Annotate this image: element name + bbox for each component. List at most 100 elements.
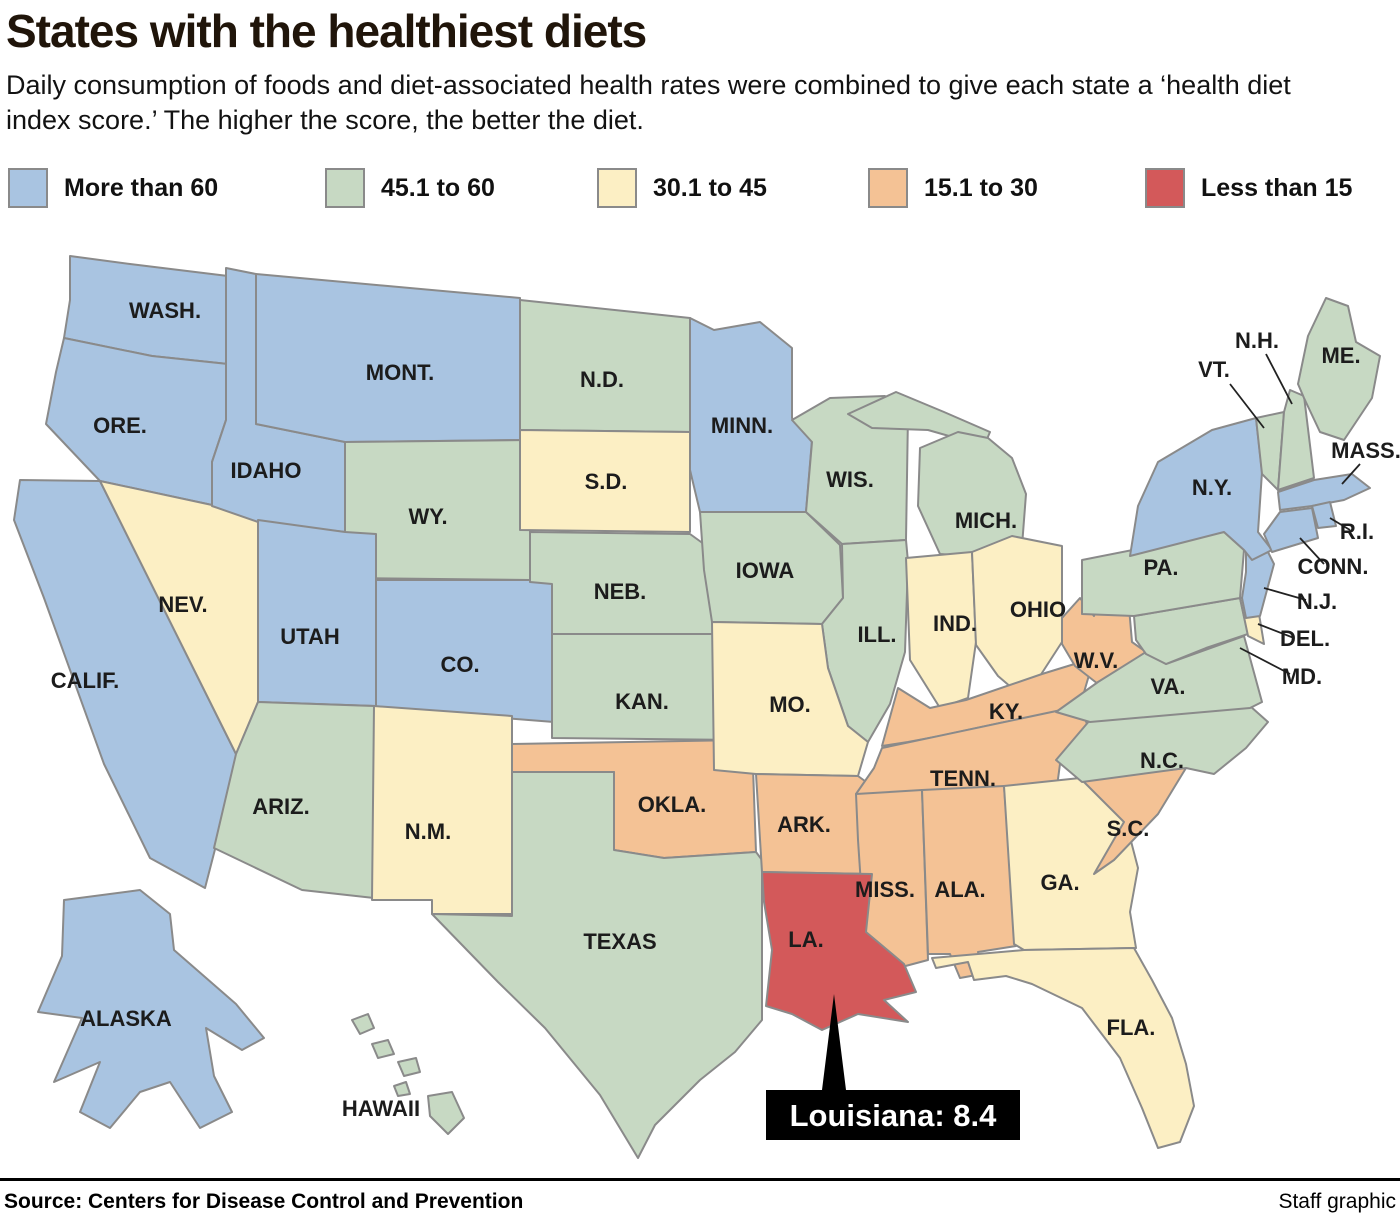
state-label-kansas: KAN. (615, 689, 669, 714)
state-shape-new-jersey (1241, 547, 1275, 619)
state-label-maryland: MD. (1282, 664, 1322, 689)
state-shape-north-dakota (519, 299, 691, 433)
legend-swatch (325, 168, 365, 208)
state-shape-utah (257, 519, 377, 707)
footer: Source: Centers for Disease Control and … (4, 1190, 1396, 1214)
state-shape-missouri (711, 621, 869, 777)
state-label-south-carolina: S.C. (1107, 816, 1150, 841)
state-shape-new-hampshire (1277, 389, 1315, 491)
legend-swatch (1145, 168, 1185, 208)
state-label-idaho: IDAHO (231, 458, 302, 483)
state-shapes (13, 255, 1381, 1159)
state-label-nevada: NEV. (158, 592, 207, 617)
state-label-georgia: GA. (1040, 870, 1079, 895)
state-label-michigan: MICH. (955, 508, 1017, 533)
state-shape-hawaii-island-4 (393, 1081, 411, 1097)
state-shape-michigan-lower (917, 431, 1027, 559)
legend-item-more-than-60: More than 60 (8, 168, 218, 208)
state-label-colorado: CO. (440, 652, 479, 677)
state-shape-massachusetts (1277, 473, 1371, 511)
state-label-arizona: ARIZ. (252, 794, 309, 819)
state-label-new-jersey: N.J. (1297, 589, 1337, 614)
state-label-connecticut: CONN. (1298, 554, 1369, 579)
state-label-north-dakota: N.D. (580, 367, 624, 392)
state-label-vermont: VT. (1198, 357, 1230, 382)
state-shape-florida (931, 947, 1195, 1149)
state-shape-montana (255, 273, 521, 443)
legend-label: 15.1 to 30 (924, 173, 1038, 202)
state-label-illinois: ILL. (857, 622, 896, 647)
state-label-missouri: MO. (769, 692, 811, 717)
state-labels: WASH. ORE. CALIF. IDAHO NEV. MONT. WY. U… (51, 298, 1400, 1121)
state-label-pennsylvania: PA. (1143, 555, 1178, 580)
label-pointer-maryland (1239, 647, 1291, 675)
state-label-maine: ME. (1321, 343, 1360, 368)
label-pointer-delaware (1257, 623, 1295, 639)
label-pointer-lines (1229, 353, 1361, 675)
state-shape-rhode-island (1311, 501, 1337, 529)
source-credit: Source: Centers for Disease Control and … (4, 1190, 524, 1213)
state-label-rhode-island: R.I. (1340, 519, 1374, 544)
legend-label: 30.1 to 45 (653, 173, 767, 202)
label-pointer-rhode-island (1329, 517, 1351, 531)
state-label-alaska: ALASKA (80, 1006, 172, 1031)
subtitle: Daily consumption of foods and diet-asso… (6, 70, 1291, 136)
state-label-virginia: VA. (1150, 674, 1185, 699)
legend-swatch (597, 168, 637, 208)
state-shape-connecticut (1263, 507, 1319, 553)
state-label-nebraska: NEB. (594, 579, 647, 604)
label-pointer-new-jersey (1263, 587, 1307, 601)
state-label-arkansas: ARK. (777, 812, 831, 837)
state-label-wyoming: WY. (408, 504, 447, 529)
state-label-texas: TEXAS (583, 929, 656, 954)
label-pointer-connecticut (1299, 537, 1325, 565)
page-title: States with the healthiest diets (6, 5, 647, 57)
label-pointer-vermont (1229, 383, 1265, 429)
callout-value: Louisiana: 8.4 (790, 1098, 997, 1133)
legend-item-15-to-30: 15.1 to 30 (868, 168, 1038, 208)
legend-label: Less than 15 (1201, 173, 1353, 202)
legend-item-30-to-45: 30.1 to 45 (597, 168, 767, 208)
state-shape-new-mexico (371, 705, 513, 915)
state-label-oklahoma: OKLA. (638, 792, 706, 817)
state-label-north-carolina: N.C. (1140, 748, 1184, 773)
state-label-minnesota: MINN. (711, 413, 773, 438)
state-label-utah: UTAH (280, 624, 339, 649)
state-shape-maine (1297, 297, 1381, 441)
state-label-new-mexico: N.M. (405, 819, 451, 844)
state-shape-new-york (1129, 417, 1273, 561)
state-shape-texas (431, 771, 763, 1159)
state-shape-north-carolina (1055, 705, 1269, 783)
state-label-mississippi: MISS. (855, 877, 915, 902)
state-label-washington: WASH. (129, 298, 201, 323)
state-label-california: CALIF. (51, 668, 119, 693)
legend-swatch (8, 168, 48, 208)
legend: More than 60 45.1 to 60 30.1 to 45 15.1 … (0, 168, 1400, 212)
legend-item-less-than-15: Less than 15 (1145, 168, 1352, 208)
label-pointer-new-hampshire (1265, 353, 1293, 405)
legend-swatch (868, 168, 908, 208)
state-label-new-hampshire: N.H. (1235, 328, 1279, 353)
state-label-alabama: ALA. (934, 877, 985, 902)
state-label-oregon: ORE. (93, 413, 147, 438)
legend-label: More than 60 (64, 173, 219, 202)
state-label-indiana: IND. (933, 611, 977, 636)
callout-pointer (822, 994, 846, 1090)
state-label-wisconsin: WIS. (826, 467, 874, 492)
state-shape-colorado (375, 579, 555, 723)
state-label-louisiana: LA. (788, 927, 823, 952)
staff-credit: Staff graphic (1278, 1190, 1396, 1213)
state-shape-hawaii-island-2 (371, 1039, 395, 1059)
state-shape-hawaii-island-3 (397, 1057, 421, 1077)
callout: Louisiana: 8.4 (766, 994, 1020, 1140)
state-label-montana: MONT. (366, 360, 434, 385)
state-shape-alaska (37, 889, 265, 1129)
state-shape-louisiana (761, 871, 917, 1031)
state-label-hawaii: HAWAII (342, 1096, 420, 1121)
state-label-ohio: OHIO (1010, 597, 1066, 622)
state-label-kentucky: KY. (989, 699, 1023, 724)
state-label-west-virginia: W.V. (1074, 648, 1118, 673)
header: States with the healthiest diets Daily c… (6, 0, 1396, 138)
